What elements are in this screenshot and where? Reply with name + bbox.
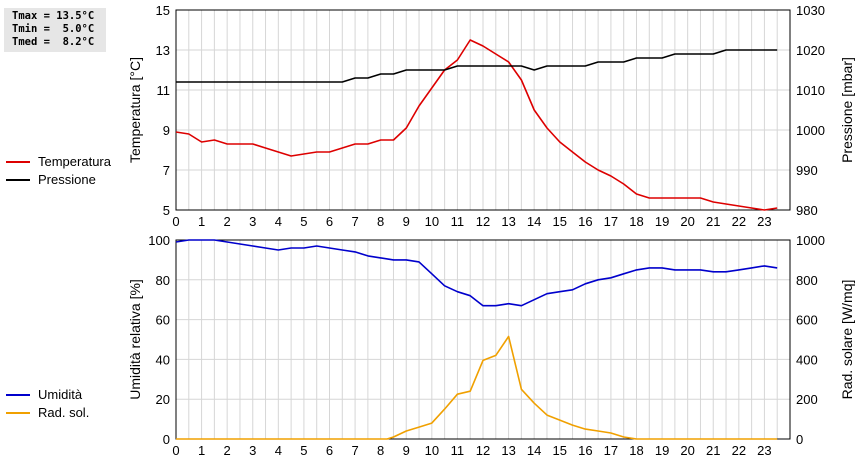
- x-tick-label: 23: [757, 443, 771, 458]
- x-tick-label: 22: [732, 214, 746, 229]
- x-tick-label: 11: [451, 214, 465, 229]
- x-tick-label: 8: [377, 443, 384, 458]
- x-tick-label: 6: [326, 443, 333, 458]
- y-left-axis-label: Umidità relativa [%]: [127, 279, 143, 400]
- x-tick-label: 17: [604, 214, 618, 229]
- y-right-tick-label: 1000: [796, 123, 825, 138]
- x-tick-label: 8: [377, 214, 384, 229]
- chart-panel-1: 0 1 2 3 4 5 6 7 8 9 10 11 12 13 14 15 16 17 18 19 20 21 22 2357…: [6, 3, 855, 229]
- x-tick-label: 3: [249, 214, 256, 229]
- y-left-tick-label: 7: [163, 163, 170, 178]
- y-left-tick-label: 9: [163, 123, 170, 138]
- x-tick-label: 4: [275, 214, 282, 229]
- y-left-axis-label: Temperatura [°C]: [127, 57, 143, 163]
- x-tick-label: 11: [451, 443, 465, 458]
- plot-frame: [175, 9, 791, 211]
- x-tick-label: 5: [300, 214, 307, 229]
- y-right-tick-label: 1030: [796, 3, 825, 18]
- x-tick-label: 15: [553, 443, 567, 458]
- x-tick-label: 5: [300, 443, 307, 458]
- x-tick-label: 0: [172, 443, 179, 458]
- y-left-tick-label: 0: [163, 432, 170, 447]
- x-tick-label: 1: [198, 214, 205, 229]
- y-right-tick-label: 200: [796, 392, 818, 407]
- stat-tmax: Tmax = 13.5°C: [12, 10, 95, 22]
- x-tick-label: 21: [706, 214, 720, 229]
- y-left-tick-label: 20: [156, 392, 170, 407]
- x-tick-label: 22: [732, 443, 746, 458]
- x-tick-label: 16: [578, 443, 592, 458]
- y-left-tick-label: 5: [163, 203, 170, 218]
- x-tick-label: 2: [224, 214, 231, 229]
- legend-label: Rad. sol.: [38, 405, 89, 420]
- x-tick-label: 16: [578, 214, 592, 229]
- legend-label: Pressione: [38, 172, 96, 187]
- plot-frame: [175, 239, 791, 440]
- x-tick-label: 18: [629, 443, 643, 458]
- y-right-tick-label: 400: [796, 352, 818, 367]
- y-left-tick-label: 11: [157, 83, 171, 98]
- stat-tmed: Tmed = 8.2°C: [12, 36, 95, 48]
- x-tick-label: 13: [501, 443, 515, 458]
- y-right-tick-label: 800: [796, 273, 818, 288]
- x-tick-label: 18: [629, 214, 643, 229]
- y-right-tick-label: 990: [796, 163, 818, 178]
- x-tick-label: 7: [351, 443, 358, 458]
- y-left-tick-label: 100: [148, 233, 170, 248]
- x-tick-label: 7: [351, 214, 358, 229]
- x-tick-label: 12: [476, 214, 490, 229]
- x-tick-label: 19: [655, 214, 669, 229]
- x-tick-label: 6: [326, 214, 333, 229]
- x-tick-label: 9: [403, 214, 410, 229]
- x-tick-label: 3: [249, 443, 256, 458]
- x-tick-label: 15: [553, 214, 567, 229]
- y-right-axis-label: Pressione [mbar]: [839, 57, 855, 163]
- x-tick-label: 9: [403, 443, 410, 458]
- x-tick-label: 10: [425, 443, 439, 458]
- x-tick-label: 10: [425, 214, 439, 229]
- x-tick-label: 13: [501, 214, 515, 229]
- y-left-tick-label: 15: [156, 3, 170, 18]
- y-right-axis-label: Rad. solare [W/mq]: [839, 280, 855, 400]
- legend-label: Umidità: [38, 387, 83, 402]
- y-left-tick-label: 13: [156, 43, 170, 58]
- x-tick-label: 1: [198, 443, 205, 458]
- x-tick-label: 4: [275, 443, 282, 458]
- x-tick-label: 23: [757, 214, 771, 229]
- y-right-tick-label: 0: [796, 432, 803, 447]
- y-left-tick-label: 40: [156, 352, 170, 367]
- legend-label: Temperatura: [38, 154, 112, 169]
- series-line-1-1: [175, 39, 778, 211]
- x-tick-label: 17: [604, 443, 618, 458]
- x-tick-label: 0: [172, 214, 179, 229]
- x-tick-label: 21: [706, 443, 720, 458]
- y-right-tick-label: 1020: [796, 43, 825, 58]
- series-line-2-2: [176, 335, 778, 440]
- x-tick-label: 2: [224, 443, 231, 458]
- y-left-tick-label: 80: [156, 273, 170, 288]
- x-tick-label: 14: [527, 214, 541, 229]
- y-right-tick-label: 1010: [796, 83, 825, 98]
- stats-box: Tmax = 13.5°C Tmin = 5.0°C Tmed = 8.2°C: [4, 8, 106, 52]
- x-tick-label: 20: [680, 443, 694, 458]
- chart-panel-2: 0 1 2 3 4 5 6 7 8 9 10 11 12 13 14 15 16 17 18 19 20 21 22 2302…: [6, 233, 855, 458]
- y-right-tick-label: 980: [796, 203, 818, 218]
- stat-tmin: Tmin = 5.0°C: [12, 23, 95, 35]
- series-line-1-2: [176, 49, 778, 83]
- y-right-tick-label: 600: [796, 313, 818, 328]
- x-tick-label: 12: [476, 443, 490, 458]
- x-tick-label: 19: [655, 443, 669, 458]
- series-line-2-1: [175, 239, 778, 307]
- x-tick-label: 14: [527, 443, 541, 458]
- x-tick-label: 20: [680, 214, 694, 229]
- y-left-tick-label: 60: [156, 313, 170, 328]
- y-right-tick-label: 1000: [796, 233, 825, 248]
